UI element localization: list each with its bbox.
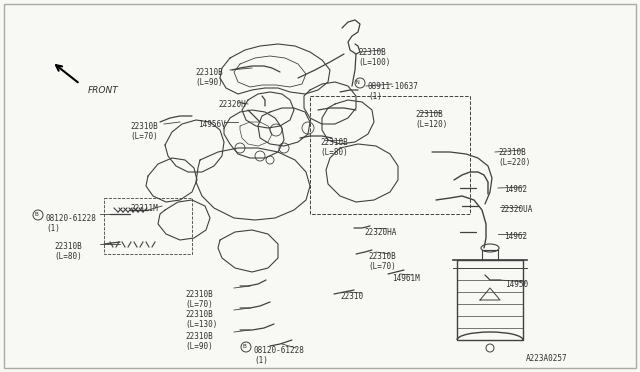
Bar (457, 260, 523, 340)
Text: 22310B
(L=70): 22310B (L=70) (368, 252, 396, 272)
Text: 14950: 14950 (505, 280, 528, 289)
Text: 08120-61228
(1): 08120-61228 (1) (46, 214, 97, 233)
Text: 08120-61228
(1): 08120-61228 (1) (254, 346, 305, 365)
Text: N: N (356, 80, 360, 86)
Text: 22310B
(L=80): 22310B (L=80) (54, 242, 82, 262)
Text: 22320UA: 22320UA (500, 205, 532, 214)
Text: 22310B
(L=90): 22310B (L=90) (185, 332, 212, 352)
Bar (310, 96, 470, 214)
Text: 22310B
(L=130): 22310B (L=130) (185, 310, 218, 329)
Text: 22310B
(L=70): 22310B (L=70) (185, 290, 212, 310)
Text: 22310B
(L=80): 22310B (L=80) (320, 138, 348, 157)
Text: 14962: 14962 (504, 185, 527, 194)
Text: 14961M: 14961M (392, 274, 420, 283)
Text: 22310: 22310 (340, 292, 363, 301)
Text: 22310B
(L=100): 22310B (L=100) (358, 48, 390, 67)
Text: 22320H: 22320H (218, 100, 246, 109)
Text: 22310B
(L=220): 22310B (L=220) (498, 148, 531, 167)
Text: FRONT: FRONT (88, 86, 119, 95)
Text: B: B (242, 344, 246, 350)
Text: 22310B
(L=70): 22310B (L=70) (130, 122, 157, 141)
Text: 14962: 14962 (504, 232, 527, 241)
Text: 22311M: 22311M (130, 204, 157, 213)
Text: 22310B
(L=120): 22310B (L=120) (415, 110, 447, 129)
Text: A223A0257: A223A0257 (526, 354, 568, 363)
Text: B: B (34, 212, 38, 218)
Text: 22310B
(L=90): 22310B (L=90) (195, 68, 223, 87)
Text: 14956V: 14956V (198, 120, 226, 129)
Text: 22320HA: 22320HA (364, 228, 396, 237)
Bar (104, 198, 192, 254)
Text: 08911-10637
(1): 08911-10637 (1) (368, 82, 419, 102)
